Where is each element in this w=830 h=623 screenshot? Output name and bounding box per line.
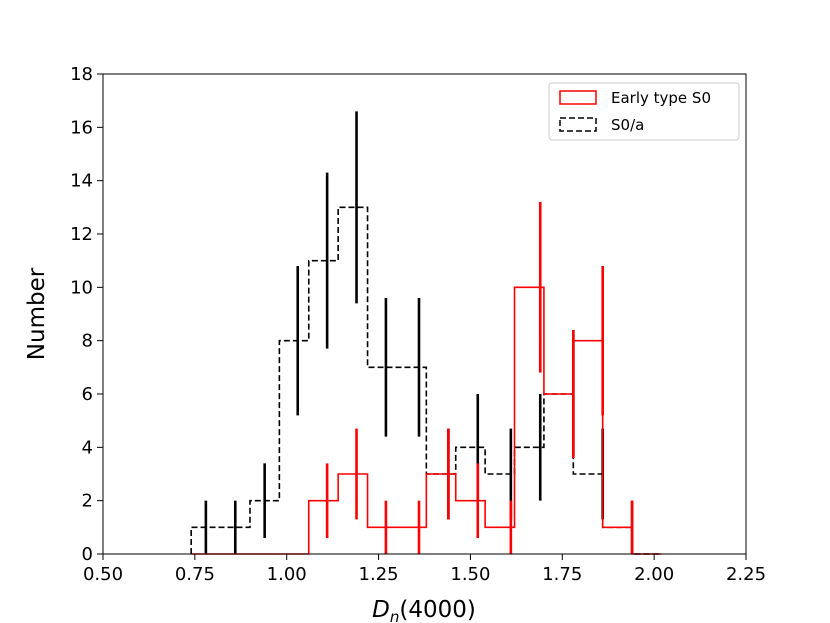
y-tick-label: 4 [82,437,93,458]
legend: Early type S0 S0/a [548,82,740,141]
plot-marks [190,111,662,555]
x-axis-label-tail: (4000) [399,597,475,623]
y-tick-label: 10 [70,277,93,298]
x-tick-label: 2.25 [726,564,766,585]
x-tick-label: 1.25 [359,564,399,585]
y-tick-label: 14 [70,171,93,192]
legend-label-early-type-s0: Early type S0 [611,89,711,107]
legend-swatch-early-type-s0 [559,90,597,105]
y-tick-label: 8 [82,331,93,352]
x-tick-label: 1.00 [267,564,307,585]
x-axis-label: Dn(4000) [372,597,476,623]
x-axis: 0.50 0.75 1.00 1.25 1.50 1.75 2.00 2.25 [83,554,766,585]
x-tick-label: 0.50 [83,564,123,585]
legend-label-s0a: S0/a [611,116,644,134]
y-tick-label: 18 [70,64,93,85]
x-tick-label: 0.75 [175,564,215,585]
y-axis: 0 2 4 6 8 10 12 14 16 18 [70,64,103,565]
histogram-step-early-type-s0 [191,286,662,555]
y-tick-label: 12 [70,224,93,245]
y-tick-label: 6 [82,384,93,405]
x-axis-label-main: D [372,597,390,623]
x-tick-label: 1.50 [450,564,490,585]
x-tick-label: 1.75 [542,564,582,585]
x-tick-label: 2.00 [634,564,674,585]
y-tick-label: 2 [82,491,93,512]
plot-frame [102,73,747,555]
y-tick-label: 16 [70,117,93,138]
y-tick-label: 0 [82,544,93,565]
x-axis-label-sub: n [390,608,400,623]
legend-swatch-s0a [559,117,597,132]
y-axis-label: Number [24,267,50,360]
